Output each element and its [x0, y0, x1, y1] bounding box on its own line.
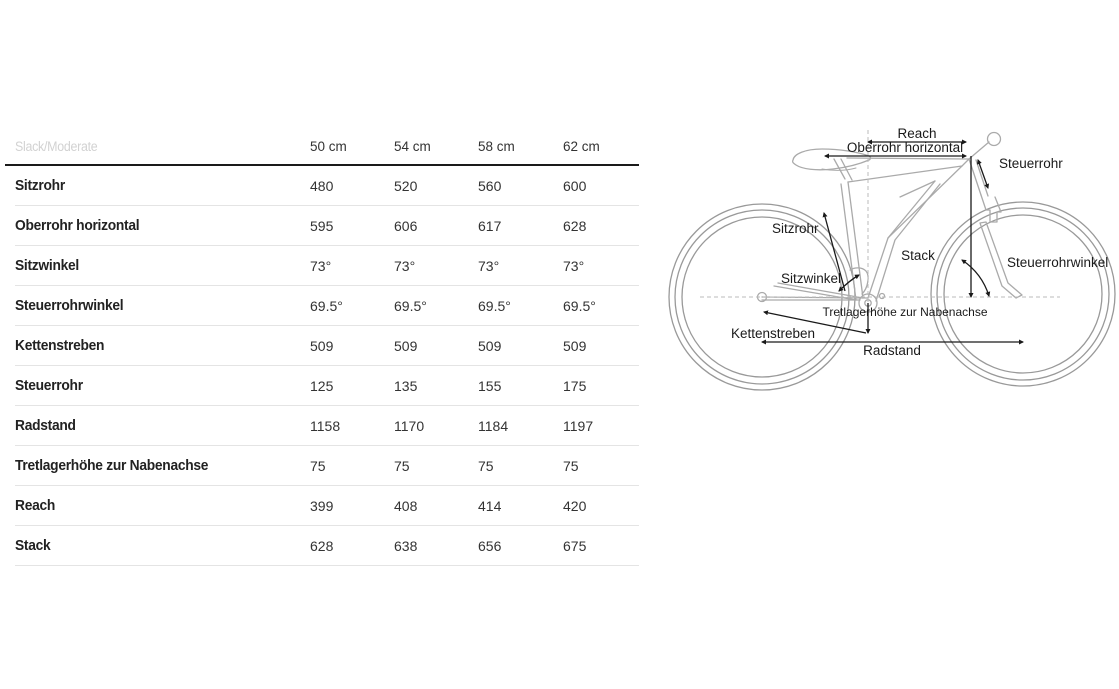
svg-text:Stack: Stack — [901, 248, 935, 263]
svg-text:Oberrohr horizontal: Oberrohr horizontal — [847, 140, 963, 155]
svg-text:Steuerrohr: Steuerrohr — [999, 156, 1063, 171]
svg-text:Steuerrohrwinkel: Steuerrohrwinkel — [1007, 255, 1108, 270]
svg-text:Sitzwinkel: Sitzwinkel — [781, 271, 841, 286]
svg-text:Reach: Reach — [897, 126, 936, 141]
svg-text:Tretlagerhöhe zur Nabenachse: Tretlagerhöhe zur Nabenachse — [823, 305, 988, 319]
svg-text:Kettenstreben: Kettenstreben — [731, 326, 815, 341]
svg-text:Radstand: Radstand — [863, 343, 921, 358]
svg-text:Sitzrohr: Sitzrohr — [772, 221, 819, 236]
